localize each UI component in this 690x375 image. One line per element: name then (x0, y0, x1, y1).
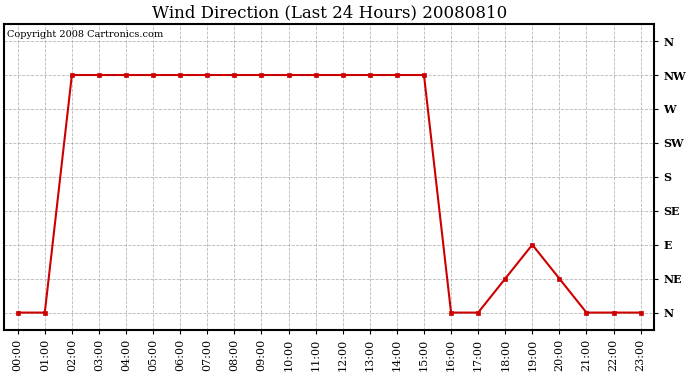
Text: Copyright 2008 Cartronics.com: Copyright 2008 Cartronics.com (8, 30, 164, 39)
Title: Wind Direction (Last 24 Hours) 20080810: Wind Direction (Last 24 Hours) 20080810 (152, 4, 506, 21)
